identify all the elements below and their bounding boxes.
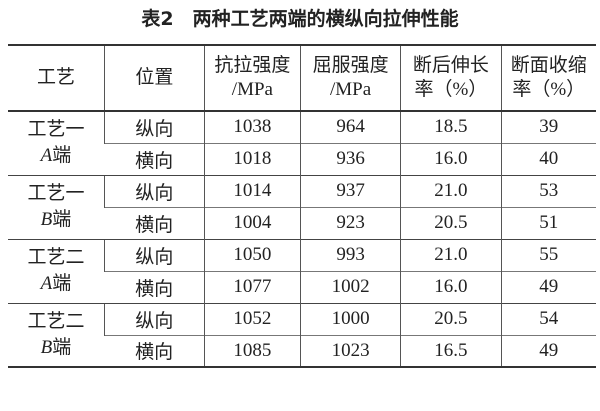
header-line: 屈服强度 bbox=[312, 55, 389, 76]
process-name: 工艺二 bbox=[27, 310, 85, 332]
table-row: 工艺一 A端 纵向 1038 964 18.5 39 bbox=[8, 111, 596, 166]
yield-cell: 936 bbox=[300, 142, 401, 175]
header-line: /MPa bbox=[231, 79, 273, 100]
position-cell: 纵向 bbox=[103, 111, 205, 143]
header-line: 工艺 bbox=[36, 67, 75, 88]
reduction-cell: 49 bbox=[500, 334, 596, 367]
table-row: 工艺二 B端 纵向 1052 1000 20.5 54 bbox=[8, 302, 596, 367]
elongation-cell: 16.5 bbox=[400, 334, 502, 367]
position-cell: 横向 bbox=[104, 270, 205, 303]
table-row: 工艺一 B端 纵向 1014 937 21.0 53 bbox=[8, 174, 596, 239]
reduction-cell: 51 bbox=[500, 206, 596, 239]
yield-cell: 964 bbox=[300, 111, 401, 143]
end-suffix: 端 bbox=[52, 209, 72, 230]
column-header: 工艺 bbox=[8, 45, 104, 111]
tensile-cell: 1038 bbox=[203, 111, 301, 143]
yield-cell: 923 bbox=[300, 206, 401, 239]
reduction-cell: 54 bbox=[500, 302, 596, 335]
table-row: 横向 1004 923 20.5 51 bbox=[8, 206, 596, 239]
tensile-cell: 1018 bbox=[203, 142, 301, 175]
elongation-cell: 16.0 bbox=[400, 142, 502, 175]
process-cell: 工艺二 B端 bbox=[8, 302, 105, 367]
end-letter: A bbox=[40, 273, 53, 294]
tensile-cell: 1052 bbox=[203, 302, 301, 335]
position-cell: 横向 bbox=[104, 206, 205, 239]
table-row: 工艺二 A端 纵向 1050 993 21.0 55 bbox=[8, 238, 596, 303]
elongation-cell: 21.0 bbox=[400, 238, 502, 271]
end-suffix: 端 bbox=[52, 273, 72, 294]
yield-cell: 937 bbox=[300, 174, 401, 207]
position-cell: 横向 bbox=[104, 334, 205, 367]
header-line: 率（%） bbox=[512, 79, 586, 100]
tensile-cell: 1004 bbox=[203, 206, 301, 239]
process-end: B端 bbox=[8, 207, 104, 233]
tensile-cell: 1014 bbox=[203, 174, 301, 207]
position-cell: 横向 bbox=[104, 142, 205, 175]
process-cell: 工艺二 A端 bbox=[8, 238, 105, 303]
process-name: 工艺一 bbox=[27, 119, 85, 141]
process-name: 工艺二 bbox=[27, 247, 85, 268]
header-line: 断后伸长 bbox=[412, 55, 489, 76]
header-row: 工艺 位置 抗拉强度/MPa 屈服强度/MPa 断后伸长 率（%） 断面收缩 率（%） bbox=[8, 45, 596, 111]
process-end: A端 bbox=[8, 271, 104, 297]
end-letter: B bbox=[40, 209, 53, 230]
end-letter: A bbox=[40, 145, 53, 167]
position-cell: 纵向 bbox=[103, 174, 205, 207]
elongation-cell: 18.5 bbox=[400, 111, 502, 143]
reduction-cell: 49 bbox=[500, 270, 596, 303]
header-line: 率（%） bbox=[414, 79, 488, 100]
reduction-cell: 39 bbox=[500, 111, 596, 143]
process-cell: 工艺一 A端 bbox=[8, 111, 104, 175]
column-header: 抗拉强度/MPa bbox=[203, 45, 301, 111]
end-letter: B bbox=[40, 336, 53, 358]
header-line: /MPa bbox=[330, 79, 372, 100]
column-header: 位置 bbox=[103, 45, 205, 111]
yield-cell: 993 bbox=[300, 238, 401, 271]
reduction-cell: 55 bbox=[500, 238, 596, 271]
column-header: 断面收缩率（%） bbox=[500, 45, 596, 111]
end-suffix: 端 bbox=[52, 336, 72, 358]
process-name: 工艺一 bbox=[27, 183, 85, 204]
table-row: 横向 1077 1002 16.0 49 bbox=[8, 270, 596, 303]
elongation-cell: 20.5 bbox=[400, 206, 502, 239]
column-header: 屈服强度/MPa bbox=[300, 45, 401, 111]
process-cell: 工艺一 B端 bbox=[8, 174, 105, 239]
process-end: A端 bbox=[8, 143, 104, 169]
reduction-cell: 40 bbox=[500, 142, 596, 175]
position-cell: 纵向 bbox=[103, 302, 205, 335]
table-row: 横向 1085 1023 16.5 49 bbox=[8, 334, 596, 367]
elongation-cell: 20.5 bbox=[400, 302, 502, 335]
end-suffix: 端 bbox=[52, 145, 72, 167]
header-line: 位置 bbox=[135, 67, 174, 88]
elongation-cell: 21.0 bbox=[400, 174, 502, 207]
column-header: 断后伸长率（%） bbox=[400, 45, 502, 111]
process-end: B端 bbox=[8, 335, 104, 361]
tensile-cell: 1077 bbox=[203, 270, 301, 303]
tensile-cell: 1085 bbox=[203, 334, 301, 367]
header-line: 抗拉强度 bbox=[214, 55, 291, 76]
header-line: 断面收缩 bbox=[510, 55, 587, 76]
table-title: 表2 两种工艺两端的横纵向拉伸性能 bbox=[141, 8, 459, 30]
table-row: 横向 1018 936 16.0 40 bbox=[8, 142, 596, 175]
tensile-properties-table: 工艺 位置 抗拉强度/MPa 屈服强度/MPa 断后伸长 率（%） 断面收缩 率（%） 工艺一… bbox=[8, 44, 596, 368]
tensile-cell: 1050 bbox=[203, 238, 301, 271]
yield-cell: 1023 bbox=[300, 334, 401, 367]
position-cell: 纵向 bbox=[103, 238, 205, 271]
yield-cell: 1000 bbox=[300, 302, 401, 335]
elongation-cell: 16.0 bbox=[400, 270, 502, 303]
yield-cell: 1002 bbox=[300, 270, 401, 303]
reduction-cell: 53 bbox=[500, 174, 596, 207]
